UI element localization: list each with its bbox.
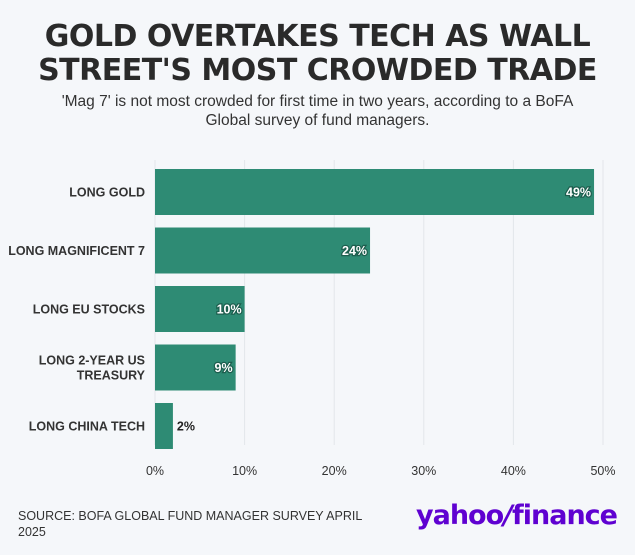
bar <box>155 169 595 215</box>
data-label: 24% <box>342 244 367 258</box>
category-label: LONG GOLD <box>69 186 145 200</box>
chart-title-line-2: STREET'S MOST CROWDED TRADE <box>38 53 597 88</box>
category-label: LONG 2-YEAR US TREASURY <box>39 354 146 383</box>
data-label: 9% <box>215 361 233 375</box>
data-label: 49% <box>566 186 591 200</box>
bar-chart: 0% 10% 20% 30% 40% 50% LONG GOLD 49% LONG MAGNIF… <box>8 160 616 478</box>
data-label: 2% <box>177 420 195 434</box>
x-tick-label: 10% <box>232 464 257 478</box>
chart-title: GOLD OVERTAKES TECH AS WALL STREET'S MOS… <box>0 20 635 88</box>
category-label: LONG EU STOCKS <box>33 303 145 317</box>
bar <box>155 403 173 449</box>
bar <box>155 344 236 391</box>
chart-title-line-1: GOLD OVERTAKES TECH AS WALL <box>44 19 591 54</box>
logo-slash: / <box>503 500 513 531</box>
yahoo-finance-logo: yahoo/finance <box>416 500 618 531</box>
x-tick-label: 0% <box>146 464 164 478</box>
source-note: SOURCE: BOFA GLOBAL FUND MANAGER SURVEY … <box>18 509 362 539</box>
x-tick-label: 50% <box>590 464 615 478</box>
x-tick-label: 30% <box>411 464 436 478</box>
data-label: 10% <box>217 303 242 317</box>
logo-yahoo: yahoo <box>416 500 504 531</box>
chart-subtitle: 'Mag 7' is not most crowded for first ti… <box>61 93 574 129</box>
x-tick-label: 40% <box>501 464 526 478</box>
x-tick-label: 20% <box>322 464 347 478</box>
logo-finance: finance <box>512 500 618 531</box>
bar <box>155 286 245 332</box>
category-label: LONG CHINA TECH <box>29 420 145 434</box>
bar <box>155 227 371 274</box>
category-label: LONG MAGNIFICENT 7 <box>8 244 145 258</box>
